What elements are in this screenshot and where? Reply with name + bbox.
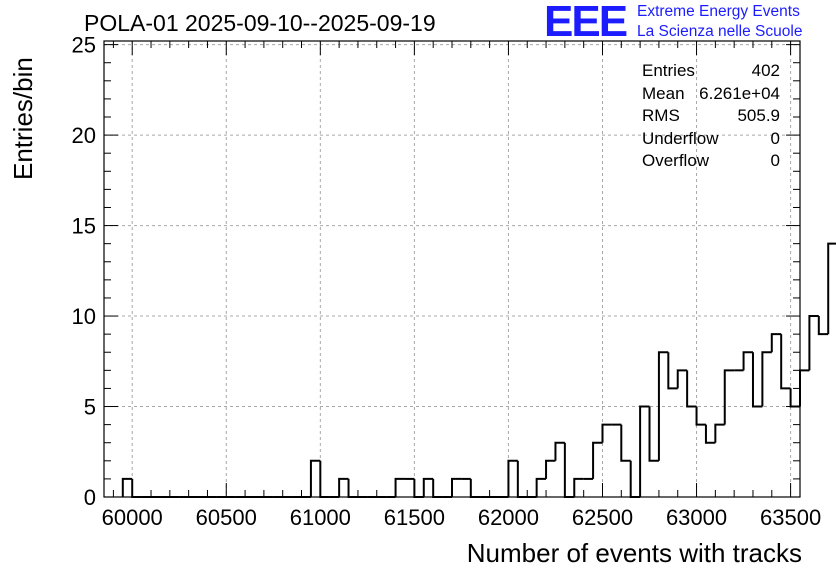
eee-logo: EEE [544,0,628,46]
histogram-bin [676,369,688,389]
histogram-bin [131,478,142,498]
histogram-bin [742,351,753,371]
histogram-bin [413,478,424,498]
histogram-bin [657,351,669,461]
x-axis-title: Number of events with tracks [466,538,802,568]
stats-overflow-value: 0 [770,151,780,170]
histogram-bin [648,406,659,462]
histogram-bin [714,423,725,443]
stats-row-underflow: Underflow 0 [642,128,780,151]
stats-mean-value: 6.261e+04 [699,83,780,103]
histogram-bin [309,459,321,497]
y-tick-label: 10 [72,304,96,329]
stats-overflow-label: Overflow [642,151,710,170]
x-tick-label: 60000 [102,505,163,530]
histogram-bin [761,351,772,407]
histogram-bin [121,477,133,497]
stats-mean-label: Mean [642,83,685,103]
histogram-bin [601,423,612,443]
y-axis-title: Entries/bin [8,57,38,180]
histogram-bin [695,406,706,426]
y-tick-label: 20 [72,123,96,148]
histogram-bin [751,352,763,408]
stats-rms-label: RMS [642,106,680,125]
x-tick-label: 63500 [760,505,821,530]
chart-title: POLA-01 2025-09-10--2025-09-19 [84,10,436,36]
x-tick-label: 62000 [478,505,539,530]
x-axis-ticks: 60000 60500 61000 61500 62000 62500 63000 63500 [102,41,821,530]
stats-row-mean: Mean 6.261e+04 [642,83,780,106]
stats-row-overflow: Overflow 0 [642,150,780,173]
x-tick-label: 61000 [290,505,351,530]
histogram-bin [639,405,650,497]
stats-underflow-value: 0 [770,128,780,148]
histogram-bin [620,424,631,462]
y-tick-label: 5 [84,395,96,420]
histogram-bin [629,460,641,498]
stats-underflow-label: Underflow [642,128,719,148]
histogram-bin [780,334,791,390]
histogram-bin [451,477,462,497]
logo-line-2: La Scienza nelle Scuole [637,23,803,40]
histogram-bin [469,478,481,498]
stats-row-entries: Entries 402 [642,60,780,83]
stats-entries-value: 402 [751,61,780,80]
stats-rms-value: 505.9 [737,106,780,125]
histogram-bin [338,477,349,497]
histogram-bin [789,388,800,408]
histogram-bin [535,477,547,497]
histogram-bin [563,442,575,498]
stats-row-rms: RMS 505.9 [642,105,780,128]
histogram-bin [319,460,330,498]
stats-box: Entries 402 Mean 6.261e+04 RMS 505.9 Und… [642,60,780,173]
stats-entries-label: Entries [642,61,695,80]
histogram-bin [347,478,358,498]
histogram-bin [432,478,443,498]
histogram-bin [507,459,518,497]
y-axis-ticks: 0 5 10 15 20 25 [72,33,800,510]
histogram-bin [516,460,528,498]
histogram-bin [808,315,819,371]
histogram-bin [723,369,735,425]
histogram-bin [770,333,782,353]
y-tick-label: 15 [72,214,96,239]
histogram-bin [592,441,603,479]
histogram-bin [817,316,829,336]
histogram-bin [686,370,697,408]
histogram-bin [554,441,565,461]
histogram-bin [422,477,434,497]
x-tick-label: 60500 [196,505,257,530]
histogram-bin [799,369,810,407]
histogram-bin [573,477,584,497]
y-tick-label: 25 [72,33,96,58]
histogram-bin [667,352,678,390]
logo-line-1: Extreme Energy Events [637,3,800,20]
histogram-bin [545,459,556,479]
histogram-bin [704,424,716,444]
histogram-bin [827,242,836,335]
x-tick-label: 62500 [572,505,633,530]
y-tick-label: 0 [84,485,96,510]
x-tick-label: 61500 [384,505,445,530]
histogram-bin [394,477,405,497]
x-tick-label: 63000 [666,505,727,530]
logo-caption: Extreme Energy Events La Scienza nelle S… [637,2,802,42]
